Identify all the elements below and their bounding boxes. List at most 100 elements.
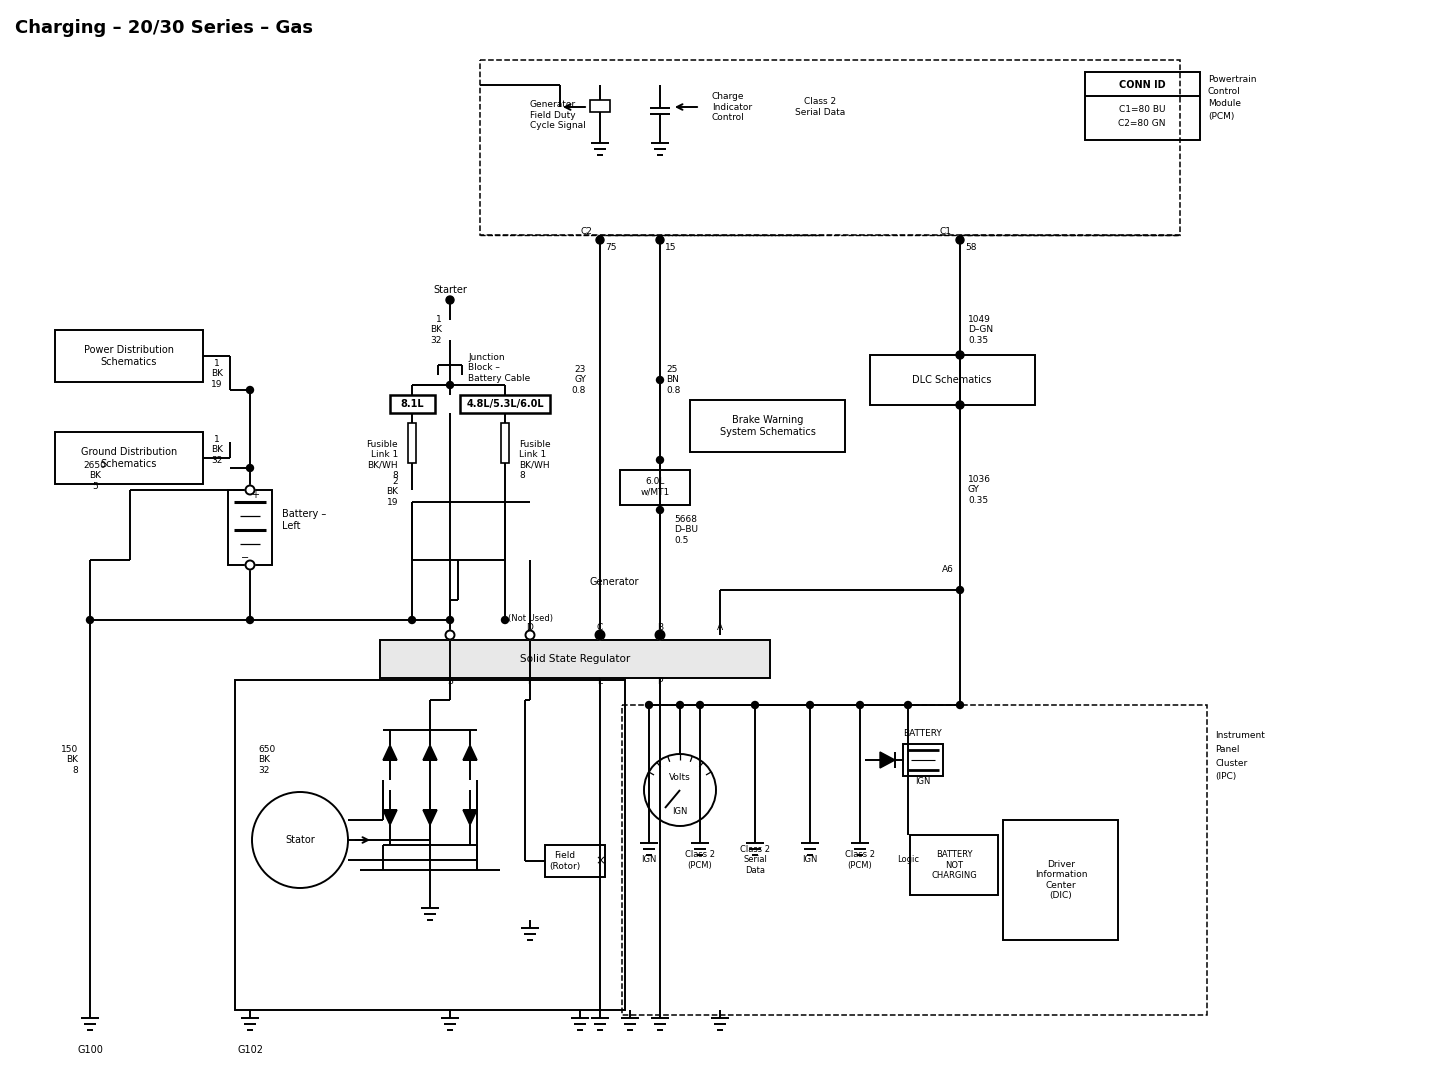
Text: Generator
Field Duty
Cycle Signal: Generator Field Duty Cycle Signal <box>530 100 586 130</box>
Text: Control: Control <box>1208 88 1241 96</box>
Text: 75: 75 <box>605 242 616 252</box>
Text: Charging – 20/30 Series – Gas: Charging – 20/30 Series – Gas <box>14 19 312 38</box>
Bar <box>870 355 1035 405</box>
Circle shape <box>677 701 684 709</box>
Text: IGN: IGN <box>641 855 657 864</box>
Circle shape <box>446 616 454 624</box>
Text: 5668
D–BU
0.5: 5668 D–BU 0.5 <box>674 516 698 545</box>
Circle shape <box>657 236 664 244</box>
Circle shape <box>657 457 664 463</box>
Circle shape <box>904 701 912 709</box>
Text: Class 2
(PCM): Class 2 (PCM) <box>685 850 716 869</box>
Text: G100: G100 <box>78 1045 102 1055</box>
Text: 6.0L
w/MT1: 6.0L w/MT1 <box>641 477 670 496</box>
Circle shape <box>446 382 454 388</box>
Text: Battery –
Left: Battery – Left <box>282 509 327 531</box>
Text: −: − <box>240 553 249 563</box>
Bar <box>459 394 550 413</box>
Text: Class 2
Serial Data: Class 2 Serial Data <box>795 98 845 117</box>
Bar <box>621 470 690 505</box>
Text: G102: G102 <box>238 1045 264 1055</box>
Text: 4.8L/5.3L/6.0L: 4.8L/5.3L/6.0L <box>467 399 544 410</box>
Text: CONN ID: CONN ID <box>1119 80 1165 90</box>
Text: L: L <box>598 678 602 686</box>
Text: S: S <box>448 678 452 686</box>
Text: C: C <box>596 624 603 632</box>
Polygon shape <box>383 810 397 825</box>
Circle shape <box>956 236 963 244</box>
Circle shape <box>246 387 253 393</box>
Circle shape <box>857 701 864 709</box>
Text: Cluster: Cluster <box>1215 759 1247 768</box>
Circle shape <box>501 616 508 624</box>
Circle shape <box>956 351 963 359</box>
Bar <box>501 423 508 463</box>
Bar <box>903 744 943 776</box>
Text: Class 2
(PCM): Class 2 (PCM) <box>845 850 876 869</box>
Text: Solid State Regulator: Solid State Regulator <box>520 654 631 664</box>
Text: Junction
Block –
Battery Cable: Junction Block – Battery Cable <box>468 353 530 383</box>
Text: 25
BN
0.8: 25 BN 0.8 <box>665 366 680 394</box>
Text: BATTERY
NOT
CHARGING: BATTERY NOT CHARGING <box>932 850 976 880</box>
Circle shape <box>246 464 253 472</box>
Text: 23
GY
0.8: 23 GY 0.8 <box>572 366 586 394</box>
Bar <box>408 423 416 463</box>
Text: Powertrain: Powertrain <box>1208 75 1257 85</box>
Bar <box>690 400 845 452</box>
Circle shape <box>956 401 963 410</box>
Circle shape <box>752 701 759 709</box>
Text: Brake Warning
System Schematics: Brake Warning System Schematics <box>720 415 816 436</box>
Text: Instrument: Instrument <box>1215 730 1264 740</box>
Text: IGN: IGN <box>802 855 818 864</box>
Bar <box>380 640 770 678</box>
Text: F: F <box>527 678 533 686</box>
Circle shape <box>246 616 253 624</box>
Text: 2
BK
19: 2 BK 19 <box>386 477 397 507</box>
Text: 58: 58 <box>965 242 976 252</box>
Text: Power Distribution
Schematics: Power Distribution Schematics <box>84 345 174 367</box>
Circle shape <box>596 630 605 640</box>
Text: Class 2
Serial
Data: Class 2 Serial Data <box>740 845 770 875</box>
Circle shape <box>245 486 255 494</box>
Text: Logic: Logic <box>897 855 919 864</box>
Text: 8.1L: 8.1L <box>400 399 423 410</box>
Polygon shape <box>423 810 436 825</box>
Text: Fusible
Link 1
BK/WH
8: Fusible Link 1 BK/WH 8 <box>518 440 550 480</box>
Circle shape <box>409 616 416 624</box>
Text: 1
BK
32: 1 BK 32 <box>212 435 223 465</box>
Text: IGN: IGN <box>916 777 930 787</box>
Bar <box>480 60 1179 235</box>
Text: D: D <box>527 624 533 632</box>
Text: (PCM): (PCM) <box>1208 111 1234 120</box>
Text: (IPC): (IPC) <box>1215 773 1237 781</box>
Text: IGN: IGN <box>672 807 688 817</box>
Circle shape <box>526 630 534 640</box>
Text: Ground Distribution
Schematics: Ground Distribution Schematics <box>81 447 177 468</box>
Polygon shape <box>423 745 436 760</box>
Text: Module: Module <box>1208 100 1241 108</box>
Circle shape <box>645 701 652 709</box>
Circle shape <box>657 506 664 513</box>
Bar <box>1084 72 1200 140</box>
Circle shape <box>446 296 454 304</box>
Text: C1=80 BU: C1=80 BU <box>1119 105 1165 115</box>
Text: Fusible
Link 1
BK/WH
8: Fusible Link 1 BK/WH 8 <box>366 440 397 480</box>
Text: DLC Schematics: DLC Schematics <box>913 375 992 385</box>
Bar <box>1004 820 1117 940</box>
Text: Panel: Panel <box>1215 744 1240 754</box>
Text: 1
BK
19: 1 BK 19 <box>212 359 223 389</box>
Circle shape <box>596 631 603 639</box>
Polygon shape <box>880 751 896 768</box>
Bar <box>544 845 605 877</box>
Circle shape <box>697 701 704 709</box>
Text: BATTERY: BATTERY <box>904 730 942 739</box>
Circle shape <box>956 701 963 709</box>
Bar <box>235 680 625 1010</box>
Text: Starter: Starter <box>433 285 467 295</box>
Text: C2: C2 <box>580 227 592 237</box>
Text: Driver
Information
Center
(DIC): Driver Information Center (DIC) <box>1035 860 1087 900</box>
Text: 1049
D–GN
0.35: 1049 D–GN 0.35 <box>968 315 994 345</box>
Circle shape <box>245 561 255 569</box>
Circle shape <box>445 630 455 640</box>
Text: Stator: Stator <box>285 835 315 845</box>
